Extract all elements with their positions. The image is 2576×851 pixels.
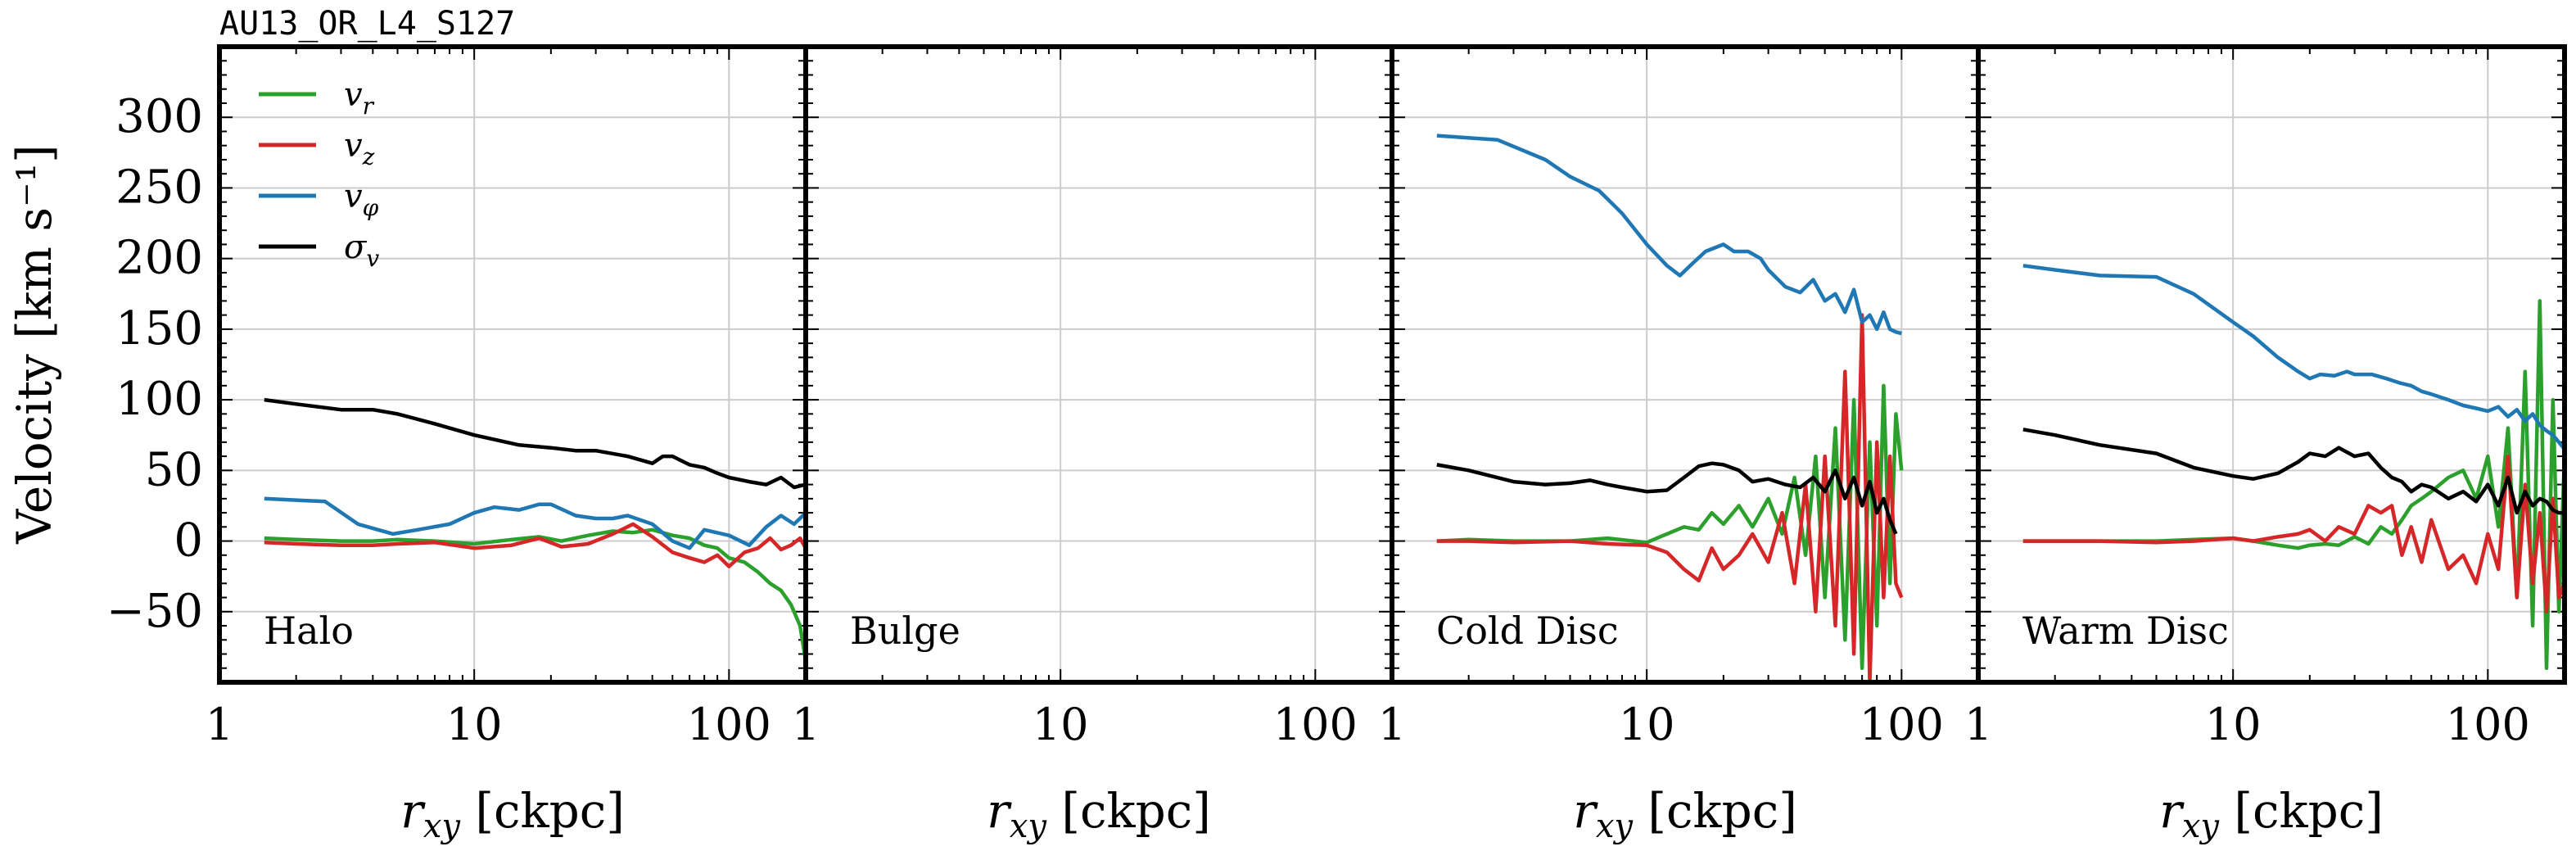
panel-frame — [1976, 44, 2567, 685]
legend-label-v_phi: vφ — [344, 178, 379, 221]
panel-frame — [217, 44, 808, 685]
y-tick-label: −50 — [106, 585, 203, 638]
ticks — [805, 46, 1393, 683]
panel-label: Warm Disc — [2022, 609, 2229, 653]
series-line-sigma_v — [2022, 428, 2565, 515]
y-tick-label: 250 — [115, 161, 203, 214]
x-axis-label: rxy [ckpc] — [1573, 783, 1797, 845]
series-line-sigma_v — [1436, 461, 1898, 535]
panel-warm-disc: Warm Disc 1 10 100 rxy [ckpc] — [1964, 44, 2567, 845]
x-tick-label: 1 — [1378, 699, 1406, 750]
y-tick-label: 0 — [174, 514, 203, 568]
y-tick-label: 50 — [145, 443, 203, 496]
series-line-v_phi — [1436, 134, 1902, 336]
x-axis-label: rxy [ckpc] — [400, 783, 625, 845]
y-tick-label: 300 — [115, 90, 203, 143]
x-tick-label: 1 — [792, 699, 820, 750]
x-tick-label: 100 — [1860, 699, 1944, 750]
y-axis-label-text: Velocity [km s⁻¹] — [7, 144, 62, 544]
ticks — [1977, 46, 2565, 683]
panel-cold-disc: Cold Disc 1 10 100 rxy [ckpc] — [1378, 44, 1981, 845]
panel-label: Cold Disc — [1436, 609, 1619, 653]
panel-frame — [803, 44, 1394, 685]
legend: vr vz vφ σv — [259, 76, 379, 272]
panel-label: Halo — [264, 609, 354, 653]
series-group — [1436, 134, 1904, 682]
x-tick-label: 1 — [206, 699, 233, 750]
series-group — [2022, 264, 2565, 671]
series-line-v_z — [1436, 313, 1904, 682]
figure-title: AU13_OR_L4_S127 — [219, 5, 515, 43]
grid — [806, 47, 1392, 682]
series-line-v_r — [1436, 383, 1904, 671]
legend-label-sigma_v: σv — [344, 229, 379, 272]
panel-bulge: Bulge 1 10 100 rxy [ckpc] — [792, 44, 1394, 845]
x-tick-label: 100 — [2446, 699, 2530, 750]
y-tick-label: 150 — [115, 302, 203, 355]
y-axis-label: Velocity [km s⁻¹] — [7, 144, 62, 544]
series-group — [264, 397, 806, 662]
x-axis-label: rxy [ckpc] — [987, 783, 1211, 845]
panel-halo: Halo 1 10 100 rxy [ckpc] −50 0 50 100 150 200 250 30… — [106, 44, 808, 845]
x-tick-label: 100 — [1273, 699, 1358, 750]
x-tick-label: 10 — [1619, 699, 1675, 750]
legend-label-v_z: vz — [344, 127, 375, 170]
series-line-v_phi — [264, 496, 806, 550]
y-tick-label: 200 — [115, 232, 203, 285]
x-tick-label: 10 — [446, 699, 503, 750]
x-axis-label: rxy [ckpc] — [2159, 783, 2384, 845]
panel-label: Bulge — [850, 609, 960, 653]
series-line-sigma_v — [264, 397, 806, 490]
x-tick-label: 10 — [2205, 699, 2262, 750]
grid — [1392, 47, 1978, 682]
grid — [219, 47, 806, 682]
ticks — [219, 46, 807, 683]
x-tick-label: 100 — [687, 699, 771, 750]
grid — [1978, 47, 2565, 682]
legend-label-v_r: vr — [344, 76, 375, 120]
ticks — [1391, 46, 1979, 683]
x-tick-label: 10 — [1033, 699, 1089, 750]
series-line-v_phi — [2022, 264, 2565, 450]
y-tick-label: 100 — [115, 373, 203, 426]
x-tick-label: 1 — [1964, 699, 1992, 750]
series-line-v_z — [2022, 454, 2565, 614]
panels: Halo 1 10 100 rxy [ckpc] −50 0 50 100 150 200 250 30… — [106, 44, 2567, 845]
panel-frame — [1390, 44, 1981, 685]
series-line-v_z — [264, 522, 806, 568]
